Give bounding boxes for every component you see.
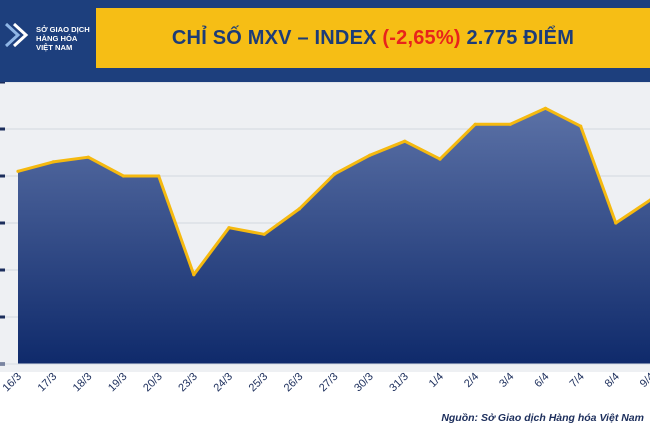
title-index-name: CHỈ SỐ MXV – INDEX	[171, 27, 383, 49]
x-tick-label-7/4: 7/4	[567, 371, 586, 390]
x-tick-label-3/4: 3/4	[497, 371, 516, 390]
data-point-2/4	[473, 122, 477, 126]
x-tick-label-6/4: 6/4	[532, 371, 551, 390]
x-tick-label-9/4: 9/4	[638, 371, 650, 390]
data-point-27/3	[332, 172, 337, 176]
x-tick-label-18/3: 18/3	[71, 371, 95, 395]
data-point-8/4	[614, 221, 618, 225]
x-tick-label-26/3: 26/3	[282, 371, 306, 395]
x-tick-label-19/3: 19/3	[106, 371, 130, 395]
data-point-20/3	[157, 174, 161, 178]
data-point-1/4	[438, 157, 442, 161]
x-tick-label-25/3: 25/3	[247, 371, 271, 395]
x-tick-label-24/3: 24/3	[211, 371, 235, 395]
header-bar: SỞ GIAO DỊCH HÀNG HÓA VIỆT NAM CHỈ SỐ MX…	[0, 0, 650, 82]
data-point-7/4	[579, 124, 583, 128]
chevron-logo-icon	[4, 22, 29, 48]
data-point-17/3	[51, 160, 55, 164]
x-tick-label-31/3: 31/3	[387, 371, 411, 395]
x-tick-label-8/4: 8/4	[603, 371, 622, 390]
data-point-6/4	[543, 106, 548, 110]
x-tick-label-27/3: 27/3	[317, 371, 341, 395]
x-tick-label-30/3: 30/3	[352, 371, 376, 395]
area-fill	[18, 108, 650, 364]
x-tick-label-17/3: 17/3	[36, 371, 60, 395]
data-point-25/3	[262, 232, 266, 236]
data-point-24/3	[227, 226, 231, 230]
logo-line-2: HÀNG HÓA	[36, 34, 78, 43]
logo-line-3: VIỆT NAM	[36, 43, 73, 52]
data-point-31/3	[403, 139, 407, 143]
chart-title: CHỈ SỐ MXV – INDEX (-2,65%) 2.775 ĐIỂM	[96, 8, 650, 68]
logo-line-1: SỞ GIAO DỊCH	[36, 25, 90, 34]
data-point-19/3	[121, 174, 126, 178]
logo-wordmark: SỞ GIAO DỊCH HÀNG HÓA VIỆT NAM	[36, 25, 96, 52]
x-tick-label-16/3: 16/3	[0, 371, 24, 395]
data-point-30/3	[368, 153, 372, 157]
title-band: CHỈ SỐ MXV – INDEX (-2,65%) 2.775 ĐIỂM	[96, 8, 650, 68]
x-tick-label-23/3: 23/3	[176, 371, 200, 395]
data-point-3/4	[508, 122, 512, 126]
x-tick-label-1/4: 1/4	[427, 371, 446, 390]
title-change-percent: (-2,65%)	[382, 27, 461, 49]
title-index-value: 2.775 ĐIỂM	[460, 27, 575, 49]
x-tick-label-20/3: 20/3	[141, 371, 165, 395]
data-point-18/3	[86, 155, 90, 159]
x-tick-label-2/4: 2/4	[462, 371, 481, 390]
data-point-16/3	[16, 169, 20, 173]
data-point-26/3	[297, 207, 301, 211]
logo-panel: SỞ GIAO DỊCH HÀNG HÓA VIỆT NAM	[0, 0, 96, 78]
source-note: Nguồn: Sở Giao dịch Hàng hóa Việt Nam	[441, 412, 644, 424]
data-point-23/3	[192, 273, 196, 277]
